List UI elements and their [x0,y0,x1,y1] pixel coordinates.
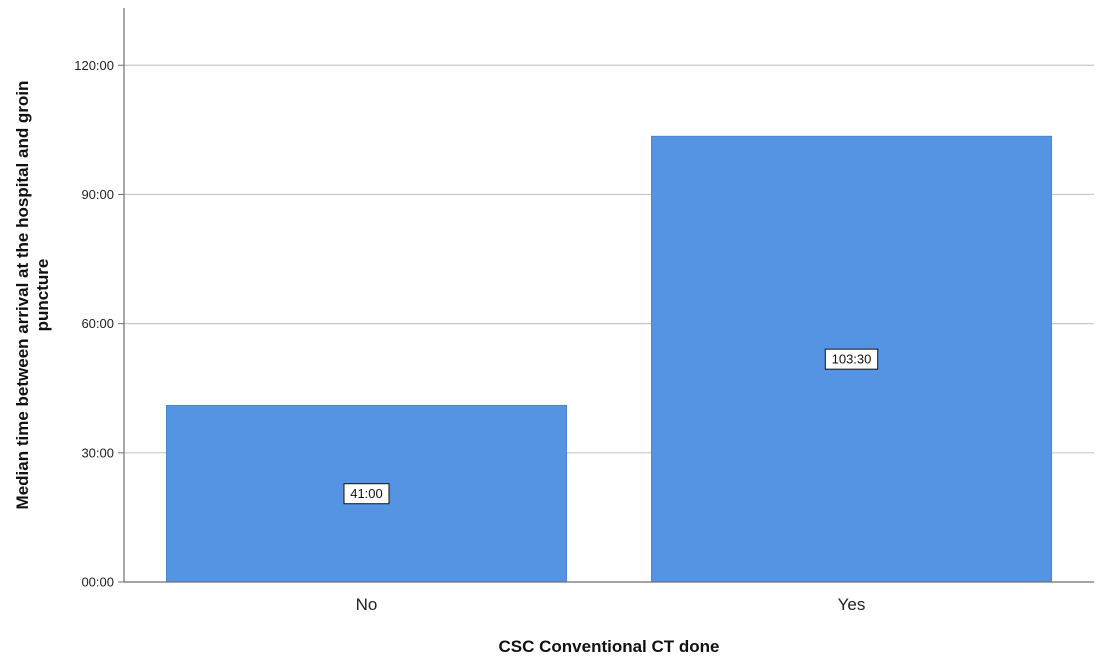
x-tick-label: Yes [838,595,866,614]
bar-layer [166,135,1052,583]
y-axis-title-line-1: Median time between arrival at the hospi… [13,81,32,510]
axis-layer [123,8,1094,583]
y-tick-label: 00:00 [81,575,114,590]
y-tick-label: 60:00 [81,316,114,331]
y-tick-label: 120:00 [74,58,114,73]
x-tick-label: No [356,595,378,614]
data-label-box [824,348,879,370]
data-label: 41:00 [343,483,390,505]
y-axis-title: Median time between arrival at the hospi… [13,81,52,510]
y-tick-label: 30:00 [81,445,114,460]
tick-layer: 00:00 30:00 60:00 90:00 120:00 No Yes [74,58,865,614]
y-tick-label: 90:00 [81,187,114,202]
data-label-text: 103:30 [832,352,872,367]
x-axis-title: CSC Conventional CT done [499,637,720,656]
data-label-text: 41:00 [350,486,383,501]
data-label-layer: 41:00 103:30 [343,348,879,505]
y-axis-title-line-2: puncture [33,259,52,332]
data-label-box [343,483,390,505]
data-label: 103:30 [824,348,879,370]
